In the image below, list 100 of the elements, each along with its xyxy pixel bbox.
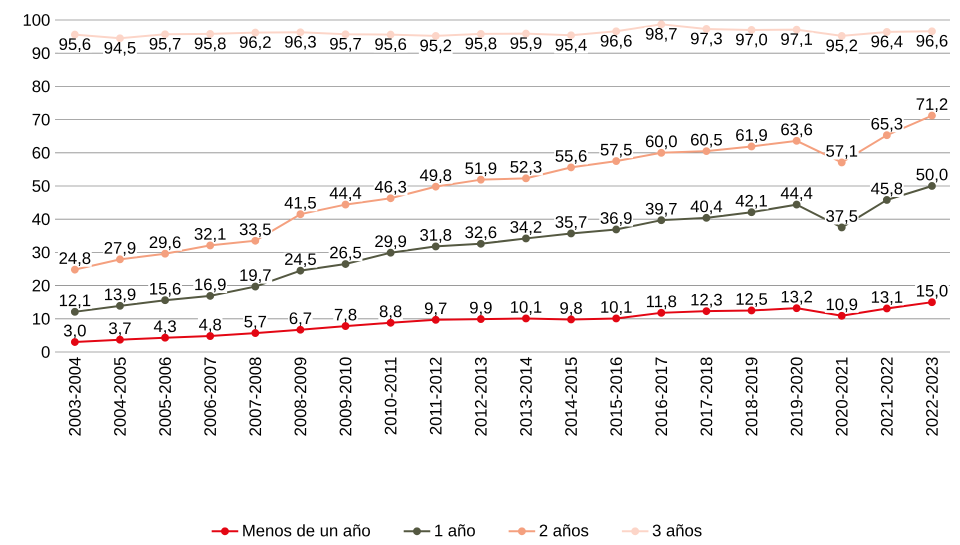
- data-label: 42,1: [736, 194, 767, 209]
- x-tick-label: 2010-2011: [384, 358, 397, 434]
- data-label: 10,9: [826, 298, 858, 312]
- point: [567, 316, 576, 324]
- data-label: 60,5: [691, 134, 722, 148]
- data-label: 26,5: [330, 246, 362, 260]
- data-label: 51,9: [465, 162, 496, 176]
- legend-label: Menos de un año: [243, 524, 370, 536]
- data-label: 40,4: [690, 200, 722, 214]
- data-label: 24,8: [59, 252, 90, 266]
- data-label: 97,0: [736, 34, 768, 48]
- point: [342, 200, 350, 209]
- x-tick-label: 2007-2008: [249, 357, 262, 436]
- x-tick-label: 2011-2012: [430, 358, 442, 434]
- data-label: 95,8: [465, 38, 496, 52]
- data-label: 95,6: [375, 38, 406, 52]
- data-label: 31,8: [420, 229, 452, 243]
- y-tick-label: 20: [32, 280, 50, 292]
- point: [432, 182, 440, 191]
- data-label: 15,6: [150, 282, 181, 297]
- point: [70, 266, 79, 274]
- point: [612, 226, 620, 234]
- point: [792, 200, 801, 209]
- y-tick-label: 0: [42, 346, 50, 358]
- point: [748, 26, 756, 34]
- data-label: 9,8: [560, 302, 582, 316]
- point: [748, 142, 756, 150]
- data-label: 10,1: [601, 301, 632, 315]
- point: [612, 157, 620, 166]
- data-label: 12,3: [691, 294, 722, 308]
- data-label: 63,6: [781, 123, 812, 138]
- point: [432, 316, 440, 324]
- data-label: 11,8: [646, 295, 676, 310]
- data-label: 3,0: [64, 324, 86, 338]
- x-tick-label: 2014-2015: [565, 357, 577, 436]
- point: [206, 332, 214, 340]
- data-label: 41,5: [284, 197, 316, 211]
- data-label: 98,7: [646, 28, 677, 42]
- data-label: 39,7: [646, 202, 677, 217]
- point: [838, 224, 846, 232]
- point: [882, 304, 891, 312]
- data-label: 4,8: [198, 318, 222, 332]
- x-tick-label: 2009-2010: [340, 357, 352, 436]
- point: [476, 315, 485, 324]
- x-tick-label: 2021-2022: [880, 358, 893, 436]
- x-tick-label: 2018-2019: [746, 357, 758, 436]
- y-tick-label: 60: [32, 146, 50, 159]
- point: [161, 334, 170, 342]
- data-label: 12,1: [60, 294, 90, 308]
- point: [70, 338, 79, 346]
- data-label: 27,9: [104, 242, 136, 256]
- data-label: 96,3: [284, 36, 316, 50]
- point: [296, 326, 304, 334]
- point: [522, 314, 530, 322]
- x-tick-label: 2013-2014: [520, 357, 532, 436]
- data-label: 33,5: [240, 223, 271, 238]
- data-label: 19,7: [240, 269, 271, 283]
- legend-label: 3 años: [652, 524, 702, 536]
- data-label: 5,7: [244, 316, 266, 330]
- data-label: 13,2: [782, 290, 812, 305]
- legend-label: 2 años: [540, 524, 588, 536]
- point: [522, 234, 530, 242]
- data-label: 95,4: [556, 38, 587, 53]
- point: [296, 266, 304, 275]
- point: [251, 282, 260, 291]
- x-tick-label: 2012-2013: [474, 357, 487, 436]
- x-tick-label: 2019-2020: [790, 357, 803, 436]
- data-label: 15,0: [917, 284, 948, 299]
- point: [928, 182, 936, 190]
- data-label: 95,7: [150, 38, 180, 52]
- data-label: 13,9: [105, 288, 136, 302]
- point: [838, 32, 846, 40]
- data-label: 9,9: [470, 302, 492, 316]
- data-label: 97,3: [690, 32, 722, 46]
- data-label: 35,7: [555, 216, 586, 230]
- point: [928, 112, 936, 120]
- data-label: 10,1: [511, 301, 542, 315]
- data-label: 57,5: [600, 144, 632, 158]
- x-tick-label: 2004-2005: [114, 357, 126, 436]
- point: [748, 306, 756, 314]
- y-tick-label: 90: [32, 47, 50, 60]
- data-label: 49,8: [420, 169, 452, 184]
- point: [702, 25, 710, 33]
- point: [476, 30, 485, 38]
- y-tick-label: 80: [32, 80, 50, 92]
- y-tick-label: 50: [32, 180, 50, 192]
- data-label: 46,3: [374, 180, 406, 195]
- point: [702, 147, 710, 156]
- point: [116, 336, 124, 344]
- data-label: 12,5: [736, 293, 768, 307]
- point: [567, 230, 576, 238]
- data-label: 32,1: [194, 228, 226, 242]
- data-label: 29,6: [150, 236, 181, 250]
- y-tick-label: 10: [33, 312, 50, 325]
- x-tick-label: 2020-2021: [836, 358, 848, 436]
- x-tick-label: 2006-2007: [204, 358, 216, 436]
- point: [251, 329, 260, 337]
- data-label: 65,3: [871, 118, 902, 132]
- data-label: 52,3: [510, 160, 542, 175]
- data-label: 95,9: [510, 37, 542, 51]
